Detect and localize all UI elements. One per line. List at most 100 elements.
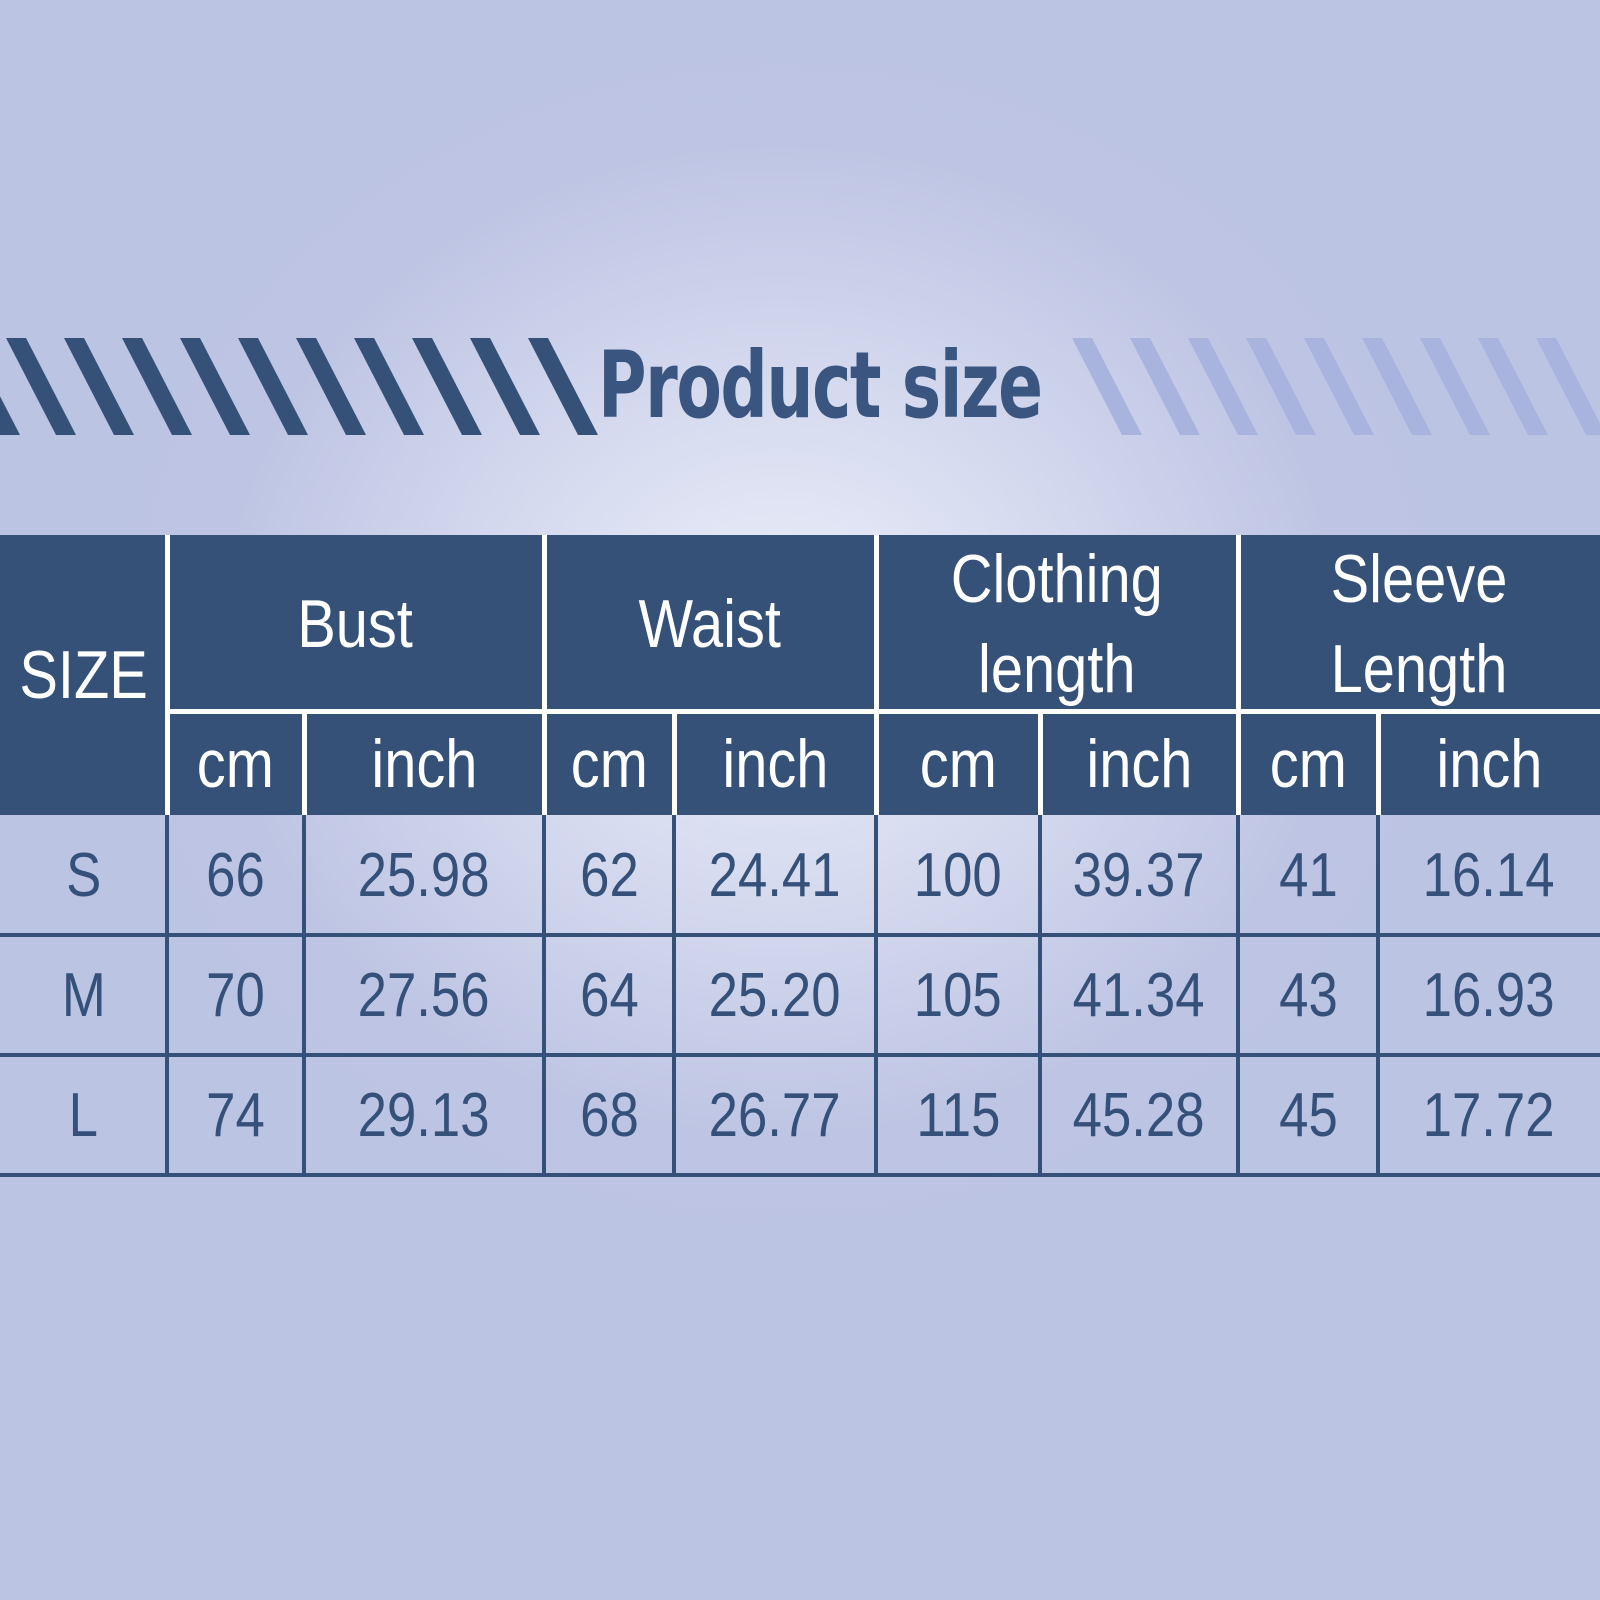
header-divider xyxy=(167,709,1600,714)
value-cell: 100 xyxy=(876,815,1040,935)
value-cell-text: 41 xyxy=(1278,840,1338,910)
stripe-dark xyxy=(180,338,250,435)
size-cell: S xyxy=(0,815,167,935)
value-cell-text: 115 xyxy=(915,1080,1001,1150)
body-divider xyxy=(672,815,676,1175)
value-cell-text: 68 xyxy=(579,1080,639,1150)
header-divider xyxy=(542,535,547,815)
stripe-light xyxy=(1246,338,1316,435)
unit-header: cm xyxy=(544,712,674,815)
unit-header-text: inch xyxy=(1085,725,1193,802)
value-cell: 41 xyxy=(1238,815,1378,935)
value-cell: 68 xyxy=(544,1055,674,1175)
size-cell: L xyxy=(0,1055,167,1175)
stripe-light xyxy=(1072,338,1142,435)
stripe-dark xyxy=(470,338,540,435)
header-divider xyxy=(672,712,677,815)
unit-header-text: inch xyxy=(370,725,478,802)
stripe-light xyxy=(1420,338,1490,435)
value-cell-text: 70 xyxy=(206,960,265,1030)
body-divider xyxy=(1236,815,1240,1175)
stripe-light xyxy=(1304,338,1374,435)
decorative-stripes xyxy=(0,338,1600,435)
unit-header: cm xyxy=(876,712,1040,815)
value-cell: 41.34 xyxy=(1040,935,1238,1055)
unit-header: cm xyxy=(1238,712,1378,815)
value-cell: 16.14 xyxy=(1378,815,1600,935)
body-divider xyxy=(165,815,169,1175)
value-cell-text: 29.13 xyxy=(358,1080,490,1150)
value-cell-text: 41.34 xyxy=(1073,960,1205,1030)
value-cell: 25.20 xyxy=(674,935,876,1055)
row-divider xyxy=(0,933,1600,937)
stripe-dark xyxy=(238,338,308,435)
group-header: Bust xyxy=(167,535,544,712)
value-cell: 64 xyxy=(544,935,674,1055)
size-cell-text: S xyxy=(65,840,102,910)
unit-header: inch xyxy=(674,712,876,815)
size-header: SIZE xyxy=(0,535,167,815)
unit-header-text: cm xyxy=(1269,725,1347,802)
body-divider xyxy=(1376,815,1380,1175)
group-header: Waist xyxy=(544,535,876,712)
header-divider xyxy=(1376,712,1381,815)
value-cell-text: 105 xyxy=(914,960,1002,1030)
value-cell: 74 xyxy=(167,1055,304,1175)
value-cell-text: 25.20 xyxy=(709,960,841,1030)
row-divider xyxy=(0,1173,1600,1177)
header-divider xyxy=(165,535,170,815)
value-cell: 62 xyxy=(544,815,674,935)
unit-header: inch xyxy=(1040,712,1238,815)
value-cell: 29.13 xyxy=(304,1055,544,1175)
value-cell: 43 xyxy=(1238,935,1378,1055)
unit-header-text: cm xyxy=(919,725,997,802)
value-cell-text: 27.56 xyxy=(358,960,490,1030)
value-cell: 39.37 xyxy=(1040,815,1238,935)
value-cell: 105 xyxy=(876,935,1040,1055)
value-cell-text: 45 xyxy=(1278,1080,1338,1150)
value-cell: 45 xyxy=(1238,1055,1378,1175)
group-header-text: Bust xyxy=(297,585,414,662)
stripe-dark xyxy=(412,338,482,435)
size-header-text: SIZE xyxy=(19,637,148,713)
stripe-light xyxy=(1536,338,1600,435)
header-divider xyxy=(874,535,879,815)
stripe-dark xyxy=(64,338,134,435)
body-divider xyxy=(542,815,546,1175)
body-divider xyxy=(874,815,878,1175)
value-cell-text: 64 xyxy=(579,960,639,1030)
stripe-dark xyxy=(122,338,192,435)
body-divider xyxy=(302,815,306,1175)
stripe-light xyxy=(1130,338,1200,435)
value-cell: 45.28 xyxy=(1040,1055,1238,1175)
unit-header-text: cm xyxy=(570,725,648,802)
value-cell: 26.77 xyxy=(674,1055,876,1175)
group-header: Clothing length xyxy=(876,535,1238,712)
unit-header: inch xyxy=(1378,712,1600,815)
page-title: Product size xyxy=(598,332,1043,439)
group-header-text: Clothing length xyxy=(950,540,1164,707)
stripe-light xyxy=(1362,338,1432,435)
value-cell-text: 24.41 xyxy=(709,840,841,910)
stripe-dark xyxy=(354,338,424,435)
value-cell-text: 39.37 xyxy=(1073,840,1205,910)
value-cell-text: 26.77 xyxy=(709,1080,841,1150)
value-cell-text: 17.72 xyxy=(1423,1080,1555,1150)
unit-header-text: cm xyxy=(196,725,275,802)
stripe-dark xyxy=(6,338,76,435)
value-cell-text: 16.14 xyxy=(1423,840,1555,910)
value-cell-text: 66 xyxy=(206,840,265,910)
header-divider xyxy=(1236,535,1241,815)
value-cell-text: 16.93 xyxy=(1423,960,1555,1030)
value-cell: 16.93 xyxy=(1378,935,1600,1055)
value-cell-text: 45.28 xyxy=(1073,1080,1205,1150)
unit-header-text: inch xyxy=(1435,725,1543,802)
body-divider xyxy=(1038,815,1042,1175)
stripe-light xyxy=(1478,338,1548,435)
value-cell: 17.72 xyxy=(1378,1055,1600,1175)
header-divider xyxy=(1038,712,1043,815)
stripe-dark xyxy=(528,338,598,435)
group-header-text: Sleeve Length xyxy=(1330,540,1508,707)
unit-header: inch xyxy=(304,712,544,815)
group-header-text: Waist xyxy=(638,585,782,662)
